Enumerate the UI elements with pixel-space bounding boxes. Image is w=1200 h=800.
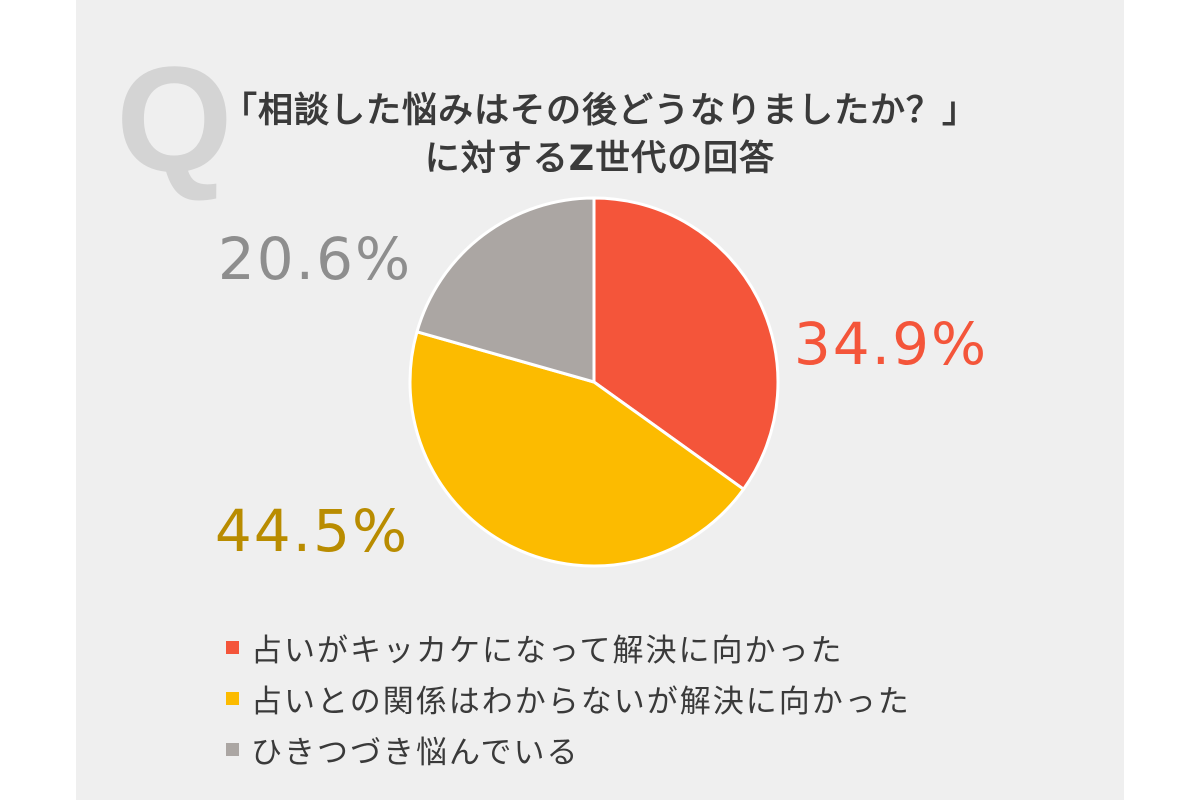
pie-slice-0 [592,196,780,491]
legend-item-1: 占いとの関係はわからないが解決に向かった [226,673,911,724]
chart-title-line1: 「相談した悩みはその後どうなりましたか？」 [221,91,978,131]
pie-chart: 34.9% 44.5% 20.6% [215,196,988,568]
legend-item-2: ひきつづき悩んでいる [226,724,911,775]
legend-item-0: 占いがキッカケになって解決に向かった [226,622,911,673]
legend-label-2: ひきつづき悩んでいる [251,735,580,771]
data-label-1: 44.5% [215,497,409,565]
data-label-0: 34.9% [794,310,988,378]
legend-label-1: 占いとの関係はわからないが解決に向かった [251,684,911,720]
legend-label-0: 占いがキッカケになって解決に向かった [251,633,844,669]
chart-title-line2: に対するZ世代の回答 [424,139,776,179]
pie-slice-1 [408,330,746,568]
data-label-2: 20.6% [218,225,412,293]
legend-swatch-icon [226,641,239,654]
legend-swatch-icon [226,743,239,756]
legend-swatch-icon [226,692,239,705]
chart-panel: Q 「相談した悩みはその後どうなりましたか？」 に対するZ世代の回答 34.9%… [76,0,1124,800]
legend: 占いがキッカケになって解決に向かった 占いとの関係はわからないが解決に向かった … [226,622,911,775]
pie-slice-2 [415,196,596,384]
q-mark-logo: Q [116,35,233,203]
